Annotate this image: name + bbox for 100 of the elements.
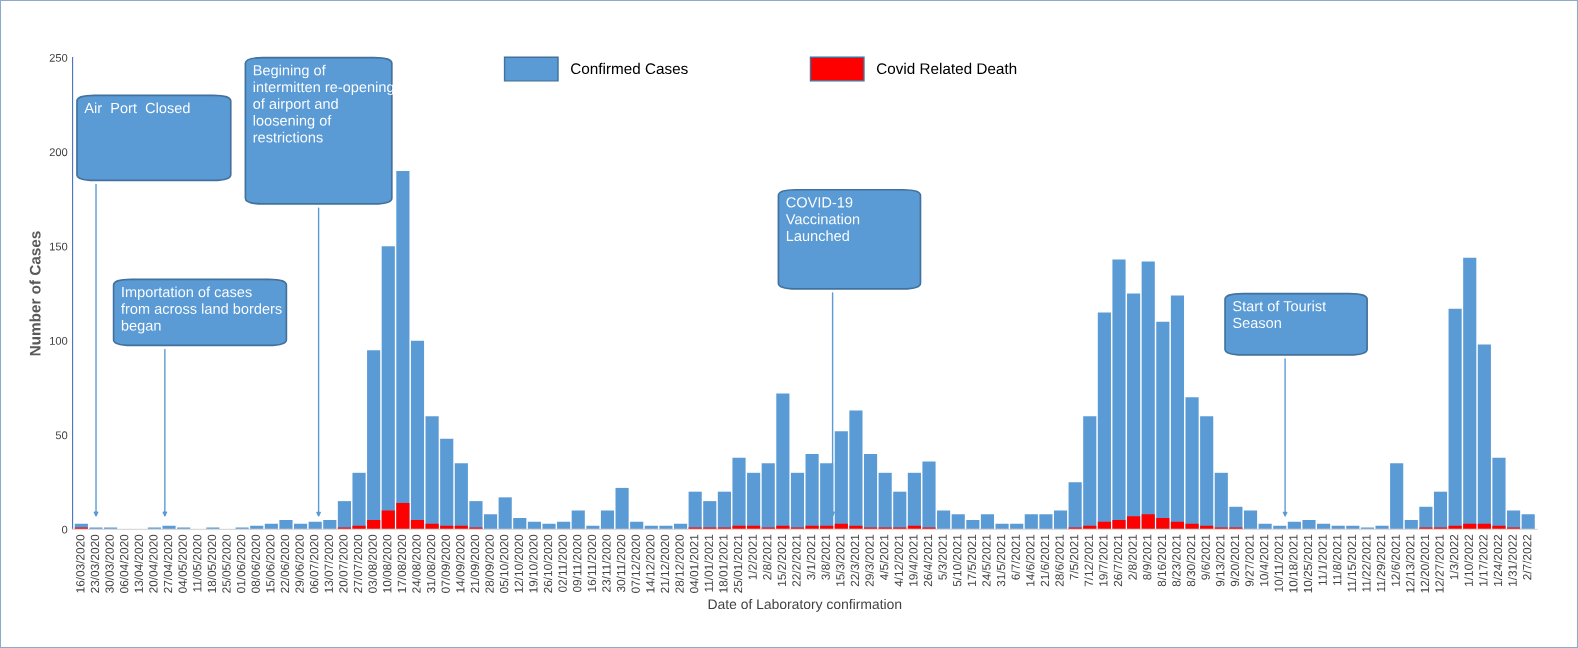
x-tick-label: 3/8/2021 xyxy=(821,534,830,580)
x-tick-label: 1/3/2022 xyxy=(1449,534,1459,580)
x-tick-label: 28/6/2021 xyxy=(1055,534,1064,587)
x-tick-label: 22/3/2021 xyxy=(850,534,860,587)
x-tick-label: 16/11/2020 xyxy=(587,534,597,592)
x-tick-label: 07/09/2020 xyxy=(441,534,450,593)
x-tick-label: 18/05/2020 xyxy=(207,534,217,593)
x-tick-label: 20/07/2020 xyxy=(338,534,348,593)
x-tick-label: 7/12/2021 xyxy=(1084,534,1093,587)
x-tick-label: 11/1/2021 xyxy=(1318,534,1327,586)
x-tick-label: 15/3/2021 xyxy=(835,534,845,586)
x-tick-label: 1/10/2022 xyxy=(1464,534,1473,586)
x-tick-label: 23/03/2020 xyxy=(90,534,100,593)
x-tick-label: 30/03/2020 xyxy=(105,534,114,593)
x-tick-label: 31/08/2020 xyxy=(426,534,436,593)
x-tick-label: 1/24/2022 xyxy=(1493,534,1503,586)
x-tick-label: 16/03/2020 xyxy=(75,534,85,593)
x-tick-label: 10/25/2021 xyxy=(1303,534,1313,593)
x-tick-label: 9/6/2021 xyxy=(1201,534,1210,580)
x-tick-label: 22/06/2020 xyxy=(280,534,290,593)
x-tick-label: 4/5/2021 xyxy=(879,534,889,580)
annotation: COVID-19 Vaccination Launched xyxy=(785,197,860,242)
x-tick-label: 27/04/2020 xyxy=(163,534,173,593)
x-tick-label: 5/3/2021 xyxy=(938,534,947,580)
x-tick-label: 13/07/2020 xyxy=(324,534,333,593)
x-tick-label: 14/12/2020 xyxy=(645,534,655,593)
x-tick-label: 29/06/2020 xyxy=(295,534,304,593)
x-tick-label: 27/07/2020 xyxy=(353,534,363,593)
x-tick-label: 10/4/2021 xyxy=(1259,534,1269,586)
x-tick-label: 1/2/2021 xyxy=(748,534,757,580)
y-axis-title: Number of Cases xyxy=(29,231,41,356)
x-tick-label: 21/09/2020 xyxy=(470,534,480,593)
x-tick-label: 06/04/2020 xyxy=(119,534,129,593)
x-tick-label: 9/27/2021 xyxy=(1245,534,1254,587)
y-tick-label: 200 xyxy=(49,148,68,157)
x-tick-label: 02/11/2020 xyxy=(558,534,567,593)
x-tick-label: 12/6/2021 xyxy=(1391,534,1400,586)
x-axis-title: Date of Laboratory confirmation xyxy=(708,598,902,612)
bar xyxy=(1243,510,1258,530)
legend-label: Confirmed Cases xyxy=(571,62,688,75)
x-tick-label: 3/1/2021 xyxy=(806,534,816,580)
x-tick-label: 19/7/2021 xyxy=(1098,534,1108,586)
x-tick-label: 09/11/2020 xyxy=(572,534,582,593)
x-tick-label: 11/15/2021 xyxy=(1347,534,1356,592)
x-tick-label: 18/01/2021 xyxy=(718,534,728,593)
x-tick-label: 8/23/2021 xyxy=(1171,534,1181,587)
annotation: Begining of intermitten re-opening of airport and loosening of restrictions xyxy=(253,64,394,143)
x-tick-label: 2/7/2022 xyxy=(1522,534,1532,580)
x-tick-label: 5/10/2021 xyxy=(952,534,962,587)
x-tick-label: 22/2/2021 xyxy=(791,534,801,587)
x-tick-label: 26/10/2020 xyxy=(543,534,553,593)
x-tick-label: 19/10/2020 xyxy=(528,534,538,593)
x-tick-label: 15/2/2021 xyxy=(777,534,787,586)
x-tick-label: 11/05/2020 xyxy=(192,534,202,592)
bar xyxy=(1053,510,1068,530)
x-tick-label: 19/4/2021 xyxy=(908,534,918,586)
x-tick-label: 11/8/2021 xyxy=(1332,534,1342,586)
x-tick-label: 12/13/2021 xyxy=(1405,534,1415,593)
x-tick-label: 7/5/2021 xyxy=(1069,534,1079,580)
x-tick-label: 26/4/2021 xyxy=(923,534,933,587)
x-tick-label: 11/29/2021 xyxy=(1376,534,1386,592)
x-tick-label: 05/10/2020 xyxy=(499,534,509,593)
x-tick-label: 15/06/2020 xyxy=(265,534,275,593)
x-tick-label: 10/18/2021 xyxy=(1288,534,1298,593)
x-tick-label: 11/22/2021 xyxy=(1361,534,1371,592)
x-tick-label: 1/17/2022 xyxy=(1478,534,1488,586)
x-tick-label: 13/04/2020 xyxy=(134,534,143,593)
x-tick-label: 28/09/2020 xyxy=(485,534,494,593)
x-tick-label: 21/6/2021 xyxy=(1040,534,1050,587)
x-tick-label: 14/6/2021 xyxy=(1025,534,1035,586)
x-tick-label: 24/5/2021 xyxy=(981,534,991,587)
x-tick-label: 24/08/2020 xyxy=(411,534,421,593)
x-tick-label: 23/11/2020 xyxy=(601,534,611,592)
x-tick-label: 9/13/2021 xyxy=(1215,534,1225,587)
x-tick-label: 30/11/2020 xyxy=(616,534,626,593)
x-tick-label: 06/07/2020 xyxy=(309,534,319,593)
x-tick-label: 21/12/2020 xyxy=(660,534,670,593)
x-tick-label: 6/7/2021 xyxy=(1011,534,1020,580)
x-tick-label: 11/01/2021 xyxy=(704,534,713,592)
bar xyxy=(600,510,615,530)
x-tick-label: 04/01/2021 xyxy=(689,534,699,593)
x-tick-label: 8/9/2021 xyxy=(1142,534,1152,580)
y-tick-label: 150 xyxy=(50,242,68,251)
x-tick-label: 2/8/2021 xyxy=(1128,534,1137,580)
x-tick-label: 12/10/2020 xyxy=(514,534,523,593)
x-tick-label: 14/09/2020 xyxy=(455,534,465,593)
x-tick-label: 9/20/2021 xyxy=(1230,534,1240,587)
x-tick-label: 12/27/2021 xyxy=(1435,534,1444,593)
x-tick-label: 01/06/2020 xyxy=(236,534,246,593)
bar xyxy=(790,472,805,530)
x-tick-label: 29/3/2021 xyxy=(865,534,874,587)
x-tick-label: 2/8/2021 xyxy=(762,534,772,580)
x-tick-label: 26/7/2021 xyxy=(1113,534,1123,587)
x-tick-label: 4/12/2021 xyxy=(894,534,903,587)
x-tick-label: 28/12/2020 xyxy=(675,534,684,593)
x-tick-label: 17/5/2021 xyxy=(967,534,977,586)
annotation: Air Port Closed xyxy=(84,102,190,114)
x-tick-label: 10/11/2021 xyxy=(1274,534,1283,592)
x-tick-label: 17/08/2020 xyxy=(397,534,407,593)
x-tick-label: 8/30/2021 xyxy=(1186,534,1196,587)
